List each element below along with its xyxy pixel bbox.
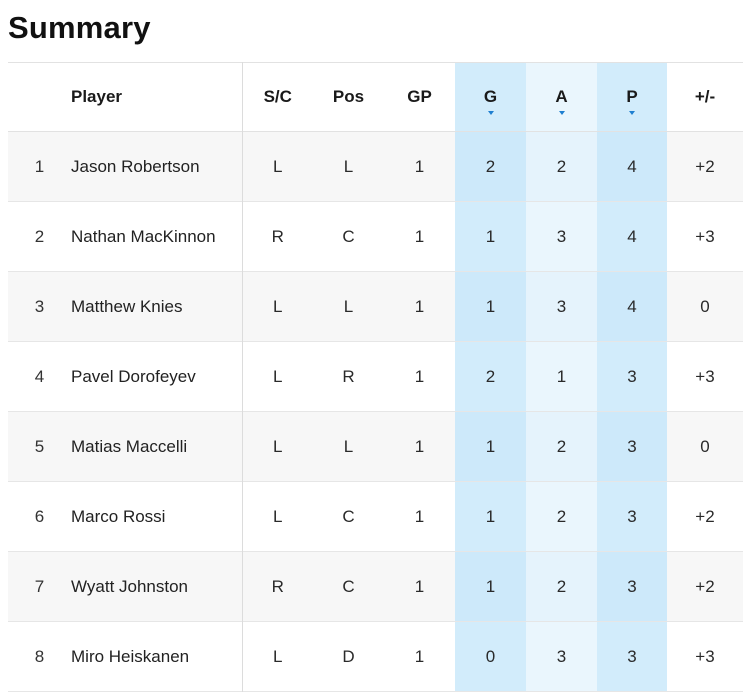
shoots-catches-cell: L xyxy=(273,646,283,666)
table-row: 7 Wyatt Johnston R C 1 1 2 3 +2 xyxy=(8,551,743,622)
table-row: 2 Nathan MacKinnon R C 1 1 3 4 +3 xyxy=(8,201,743,272)
games-played-cell: 1 xyxy=(414,156,425,176)
position-cell: L xyxy=(343,156,354,176)
games-played-cell: 1 xyxy=(414,506,425,526)
goals-cell: 1 xyxy=(455,551,526,622)
rank-header xyxy=(8,63,71,132)
rank-cell: 2 xyxy=(34,226,45,246)
goals-cell: 1 xyxy=(455,481,526,552)
assists-cell: 3 xyxy=(526,201,597,272)
shoots-catches-cell: L xyxy=(273,436,283,456)
sc-header[interactable]: S/C xyxy=(263,87,292,106)
rank-cell: 3 xyxy=(34,296,45,316)
assists-cell: 2 xyxy=(526,411,597,482)
sort-desc-icon xyxy=(487,111,494,115)
points-cell: 3 xyxy=(597,481,667,552)
assists-header-label: A xyxy=(555,87,568,106)
points-header[interactable]: P xyxy=(597,62,667,132)
rank-cell: 7 xyxy=(34,576,45,596)
points-cell: 4 xyxy=(597,131,667,202)
assists-cell: 2 xyxy=(526,551,597,622)
assists-cell: 2 xyxy=(526,131,597,202)
games-played-cell: 1 xyxy=(414,576,425,596)
table-row: 3 Matthew Knies L L 1 1 3 4 0 xyxy=(8,271,743,342)
plus-minus-cell: +2 xyxy=(695,156,715,176)
points-cell: 4 xyxy=(597,201,667,272)
player-name-link[interactable]: Miro Heiskanen xyxy=(71,621,243,692)
points-cell: 3 xyxy=(597,341,667,412)
games-played-cell: 1 xyxy=(414,296,425,316)
position-cell: C xyxy=(342,226,355,246)
player-name-link[interactable]: Marco Rossi xyxy=(71,481,243,552)
games-played-cell: 1 xyxy=(414,646,425,666)
shoots-catches-cell: L xyxy=(273,156,283,176)
plus-minus-cell: +2 xyxy=(695,576,715,596)
plus-minus-cell: +3 xyxy=(695,366,715,386)
points-cell: 4 xyxy=(597,271,667,342)
rank-cell: 6 xyxy=(34,506,45,526)
player-name-link[interactable]: Matias Maccelli xyxy=(71,411,243,482)
goals-cell: 1 xyxy=(455,271,526,342)
assists-cell: 3 xyxy=(526,621,597,692)
pos-header[interactable]: Pos xyxy=(332,87,365,106)
games-played-cell: 1 xyxy=(414,226,425,246)
player-name-link[interactable]: Nathan MacKinnon xyxy=(71,201,243,272)
assists-cell: 3 xyxy=(526,271,597,342)
rank-cell: 4 xyxy=(34,366,45,386)
player-name-link[interactable]: Matthew Knies xyxy=(71,271,243,342)
shoots-catches-cell: L xyxy=(273,296,283,316)
assists-cell: 2 xyxy=(526,481,597,552)
goals-cell: 1 xyxy=(455,201,526,272)
goals-header-label: G xyxy=(483,87,498,106)
gp-header[interactable]: GP xyxy=(407,87,432,106)
shoots-catches-cell: R xyxy=(271,576,284,596)
plus-minus-cell: 0 xyxy=(700,436,710,456)
position-cell: L xyxy=(343,296,354,316)
plus-minus-cell: 0 xyxy=(700,296,710,316)
position-cell: C xyxy=(342,576,355,596)
page-title: Summary xyxy=(8,10,151,45)
table-row: 5 Matias Maccelli L L 1 1 2 3 0 xyxy=(8,411,743,482)
player-header[interactable]: Player xyxy=(71,62,243,132)
shoots-catches-cell: L xyxy=(273,366,283,386)
goals-cell: 2 xyxy=(455,341,526,412)
header-row: Player S/C Pos GP G A P +/- xyxy=(8,62,743,132)
table-row: 4 Pavel Dorofeyev L R 1 2 1 3 +3 xyxy=(8,341,743,412)
player-name-link[interactable]: Pavel Dorofeyev xyxy=(71,341,243,412)
table-row: 6 Marco Rossi L C 1 1 2 3 +2 xyxy=(8,481,743,552)
assists-cell: 1 xyxy=(526,341,597,412)
position-cell: C xyxy=(342,506,355,526)
goals-cell: 1 xyxy=(455,411,526,482)
goals-cell: 0 xyxy=(455,621,526,692)
goals-cell: 2 xyxy=(455,131,526,202)
table-row: 1 Jason Robertson L L 1 2 2 4 +2 xyxy=(8,131,743,202)
shoots-catches-cell: R xyxy=(271,226,284,246)
points-cell: 3 xyxy=(597,411,667,482)
sort-desc-icon xyxy=(629,111,635,115)
position-cell: R xyxy=(342,366,355,386)
points-header-label: P xyxy=(626,87,638,106)
games-played-cell: 1 xyxy=(414,436,425,456)
goals-header[interactable]: G xyxy=(455,62,526,132)
rank-cell: 5 xyxy=(34,436,45,456)
plus-minus-header[interactable]: +/- xyxy=(694,87,716,106)
position-cell: D xyxy=(342,646,355,666)
plus-minus-cell: +2 xyxy=(695,506,715,526)
sort-desc-icon xyxy=(558,111,565,115)
position-cell: L xyxy=(343,436,354,456)
player-name-link[interactable]: Wyatt Johnston xyxy=(71,551,243,622)
rank-cell: 8 xyxy=(34,646,45,666)
table-row: 8 Miro Heiskanen L D 1 0 3 3 +3 xyxy=(8,621,743,692)
plus-minus-cell: +3 xyxy=(695,226,715,246)
assists-header[interactable]: A xyxy=(526,62,597,132)
games-played-cell: 1 xyxy=(414,366,425,386)
shoots-catches-cell: L xyxy=(273,506,283,526)
summary-table: Player S/C Pos GP G A P +/- 1 Jason Rober… xyxy=(8,62,743,692)
plus-minus-cell: +3 xyxy=(695,646,715,666)
rank-cell: 1 xyxy=(34,156,45,176)
points-cell: 3 xyxy=(597,551,667,622)
points-cell: 3 xyxy=(597,621,667,692)
player-name-link[interactable]: Jason Robertson xyxy=(71,131,243,202)
